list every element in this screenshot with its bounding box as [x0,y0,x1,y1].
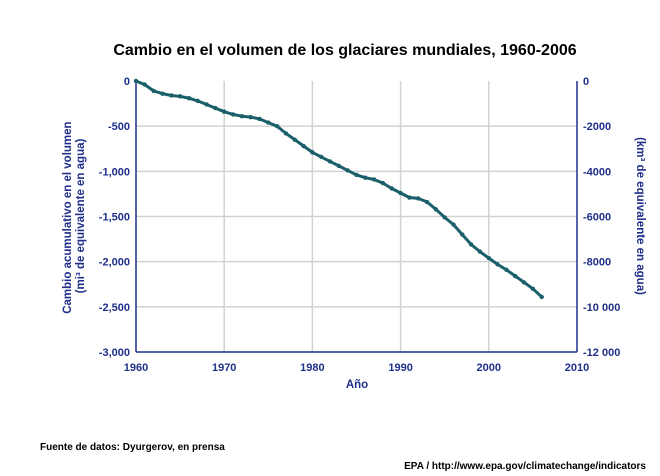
data-point [477,249,483,254]
data-point [186,95,192,101]
y-tick-label-right: -8000 [583,257,611,269]
data-point [451,222,456,227]
data-point [160,91,165,96]
data-point [222,109,227,114]
y-tick-label-left: -3,000 [99,347,130,359]
x-tick-label: 1960 [124,362,148,374]
y-tick-label-left: 0 [124,76,130,88]
data-point [371,177,377,182]
data-point [336,163,342,169]
data-point [257,116,262,122]
data-point [363,175,368,180]
data-point [239,114,245,119]
series [133,78,544,300]
x-tick-labels: 1960 1970 1980 1990 2000 2010 [124,362,589,374]
x-tick-label: 1980 [300,362,324,374]
data-point [274,123,280,129]
axes [135,81,578,353]
data-point [495,262,500,267]
data-point [442,215,447,220]
data-point [433,207,439,212]
x-tick-label: 1970 [212,362,236,374]
data-point [398,190,403,196]
chart: Cambio en el volumen de los glaciares mu… [62,42,646,391]
data-source-note: Fuente de datos: Dyurgerov, en prensa [40,442,225,453]
y-tick-label-right: -6000 [583,212,611,224]
y-axis-label-left: Cambio acumulativo en el volumen (mi³ de… [62,118,87,314]
y-tick-labels-left: 0 -500 -1,000 -1,500 -2,000 -2,500 -3,000 [99,76,130,359]
x-tick-label: 2010 [565,362,589,374]
data-point [486,255,491,261]
epa-credit: EPA / http://www.epa.gov/climatechange/i… [404,461,646,472]
data-point [213,105,218,111]
grid [136,81,577,352]
data-point [292,137,297,142]
data-point [354,172,359,178]
y-axis-label-right: (km³ de equivalente en agua) [634,137,646,295]
data-point [266,120,271,125]
data-point [319,154,324,160]
data-point [389,186,394,191]
data-point [504,267,509,272]
y-tick-label-right: -10 000 [583,302,620,314]
data-point [142,82,148,87]
data-point [530,286,536,291]
y-tick-label-left: -2,000 [99,257,130,269]
data-point [248,114,253,120]
data-point [539,294,544,300]
y-tick-label-left: -1,500 [99,212,130,224]
data-point [204,102,209,107]
data-point [283,131,289,136]
data-point [310,150,315,155]
y-tick-label-left: -1,000 [99,166,130,178]
data-point [521,280,527,285]
y-axis-label-left-line2: (mi³ de equivalente en agua) [75,139,87,294]
y-tick-label-right: 0 [583,76,589,88]
data-point [301,143,306,149]
x-tick-label: 2000 [477,362,501,374]
data-point [345,168,350,173]
data-point [195,98,200,104]
y-tick-label-left: -2,500 [99,302,130,314]
data-point [177,94,183,99]
data-point [468,242,474,247]
data-point [133,78,139,84]
y-tick-labels-right: 0 -2000 -4000 -6000 -8000 -10 000 -12 000 [583,76,620,359]
data-point [230,112,236,117]
data-point [380,180,386,186]
chart-title: Cambio en el volumen de los glaciares mu… [113,42,576,59]
data-point [513,273,518,279]
data-point [327,159,333,164]
y-tick-label-right: -2000 [583,121,611,133]
x-axis-label: Año [346,379,368,391]
data-point [424,199,430,205]
x-tick-label: 1990 [388,362,412,374]
series-line [134,79,544,299]
data-point [407,195,412,200]
data-point [416,196,421,201]
y-axis-label-left-line1: Cambio acumulativo en el volumen [62,121,74,313]
y-tick-label-right: -4000 [583,166,611,178]
y-tick-label-right: -12 000 [583,347,620,359]
data-point [169,93,174,98]
data-point [460,232,465,237]
y-tick-label-left: -500 [108,121,130,133]
data-point [151,88,156,94]
